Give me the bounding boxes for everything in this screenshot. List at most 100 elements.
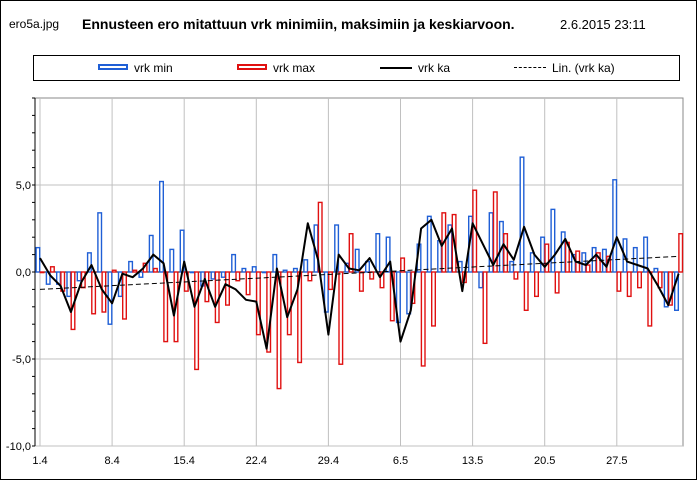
bar-max (286, 271, 292, 336)
bar-max (358, 271, 364, 292)
bar-max (245, 271, 251, 296)
x-tick-label: 6.5 (393, 455, 408, 467)
bar-max (657, 271, 663, 289)
bar-min (231, 253, 237, 273)
bar-min (509, 260, 515, 273)
bar-max (534, 271, 540, 298)
bar-max (482, 271, 488, 345)
bar-max (400, 257, 406, 273)
bar-max (152, 267, 158, 273)
legend-label-avg: vrk ka (418, 61, 451, 75)
bar-max (39, 271, 45, 274)
bar-max (678, 233, 684, 273)
timestamp: 2.6.2015 23:11 (560, 17, 646, 32)
bar-max (626, 271, 632, 298)
bar-max (544, 243, 550, 273)
bar-min (97, 212, 103, 273)
bar-min (158, 180, 164, 273)
bar-min (128, 260, 134, 273)
bar-max (91, 271, 97, 315)
bar-max (132, 269, 138, 273)
bar-max (431, 271, 437, 327)
legend-swatch-min (98, 64, 128, 70)
bar-min (653, 267, 659, 273)
file-name: ero5a.jpg (9, 17, 60, 31)
x-tick-label: 22.4 (246, 455, 267, 467)
bar-max (595, 252, 601, 273)
bar-max (616, 271, 622, 292)
trend-line (39, 255, 679, 290)
bar-max (585, 264, 591, 273)
y-tick-label: 0,0 (16, 267, 31, 279)
bar-min (591, 246, 597, 273)
bar-max (647, 271, 653, 327)
bar-min (272, 253, 278, 273)
bar-max (111, 269, 117, 273)
x-tick-label: 13.5 (462, 455, 483, 467)
bar-min (138, 271, 144, 278)
legend-label-trend: Lin. (vrk ka) (552, 61, 615, 75)
bar-max (379, 271, 385, 289)
bar-min (189, 271, 195, 274)
bar-max (523, 271, 529, 311)
bar-max (49, 266, 55, 273)
y-tick-label: -10,0 (6, 441, 31, 453)
bar-max (420, 271, 426, 367)
bar-min (581, 252, 587, 273)
bar-max (194, 271, 200, 371)
x-tick-label: 29.4 (318, 455, 339, 467)
bar-min (251, 266, 257, 273)
legend-label-min: vrk min (134, 61, 173, 75)
bar-min (169, 248, 175, 273)
x-tick-label: 8.4 (104, 455, 119, 467)
bar-max (121, 271, 127, 320)
bar-min (375, 233, 381, 273)
bar-max (224, 271, 230, 306)
bar-min (385, 236, 391, 273)
legend: vrk min vrk max vrk ka Lin. (vrk ka) (33, 55, 680, 81)
bar-max (513, 271, 519, 280)
bar-max (492, 191, 498, 273)
bar-max (503, 233, 509, 273)
bar-min (282, 269, 288, 273)
bar-min (66, 271, 72, 298)
bar-max (328, 271, 334, 291)
bar-max (667, 271, 673, 306)
bar-min (612, 179, 618, 273)
bar-max (235, 271, 241, 282)
bar-min (529, 252, 535, 273)
bar-max (307, 271, 313, 282)
bar-min (35, 246, 41, 273)
legend-label-max: vrk max (273, 61, 315, 75)
legend-swatch-trend (514, 67, 546, 68)
bar-max (338, 271, 344, 365)
bar-min (426, 215, 432, 273)
y-tick-label: -5,0 (12, 354, 31, 366)
x-tick-label: 27.5 (606, 455, 627, 467)
bar-min (643, 236, 649, 273)
bar-max (554, 271, 560, 294)
y-tick-label: 5,0 (16, 180, 31, 192)
bar-min (560, 231, 566, 273)
bar-min (519, 156, 525, 273)
bar-min (148, 234, 154, 273)
bar-min (478, 271, 484, 289)
bar-max (348, 233, 354, 273)
legend-swatch-avg (380, 67, 412, 69)
bar-min (86, 252, 92, 273)
bar-max (637, 271, 643, 289)
bar-min (674, 271, 680, 311)
bar-min (292, 267, 298, 273)
x-tick-label: 15.4 (173, 455, 194, 467)
series-avg-line (39, 218, 680, 350)
x-tick-label: 20.5 (534, 455, 555, 467)
bar-min (241, 267, 247, 273)
bar-min (262, 271, 268, 274)
bar-min (632, 246, 638, 273)
bar-max (276, 271, 282, 390)
chart-title: Ennusteen ero mitattuun vrk minimiin, ma… (82, 16, 515, 32)
bar-min (220, 271, 226, 278)
bar-min (550, 208, 556, 273)
bar-max (369, 271, 375, 280)
